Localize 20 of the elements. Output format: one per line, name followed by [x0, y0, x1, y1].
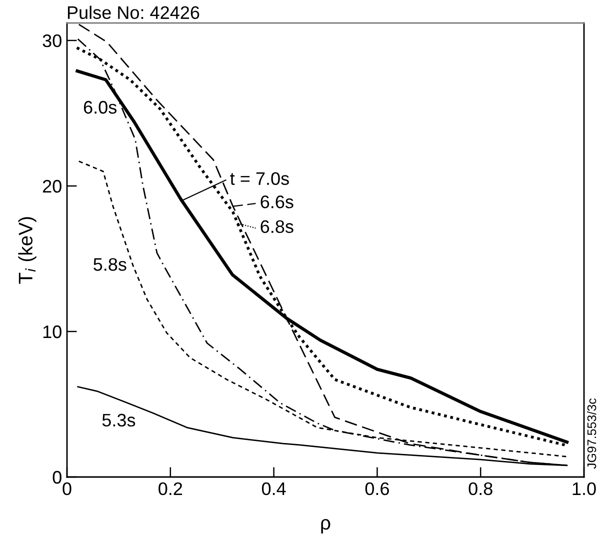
series-label: 5.8s — [94, 258, 126, 271]
y-axis-title: T$_{i}$ (keV) — [18, 217, 36, 284]
text: JG97.553/3c — [587, 398, 596, 469]
x-axis-title: ρ — [321, 518, 330, 534]
legend-label: t = 7.0s — [230, 172, 289, 185]
x-tick-label: 0.6 — [365, 482, 389, 496]
x-tick-label: 1.0 — [572, 482, 596, 496]
x-tick-label: 0 — [62, 482, 72, 496]
y-tick-label: 0 — [52, 470, 62, 484]
x-tick-label: 0.4 — [262, 482, 286, 496]
legend-label: 6.8s — [260, 220, 294, 234]
y-tick-label: 30 — [42, 34, 62, 48]
series-label: 5.3s — [102, 414, 136, 427]
y-tick-label: 20 — [42, 180, 62, 193]
chart-title: Pulse No: 42426 — [68, 6, 200, 20]
legend-label: 6.6s — [260, 195, 294, 208]
series-label: 6.0s — [84, 100, 116, 114]
x-tick-label: 0.8 — [468, 482, 492, 496]
y-tick-label: 10 — [43, 325, 62, 338]
x-tick-label: 0.2 — [158, 482, 182, 496]
